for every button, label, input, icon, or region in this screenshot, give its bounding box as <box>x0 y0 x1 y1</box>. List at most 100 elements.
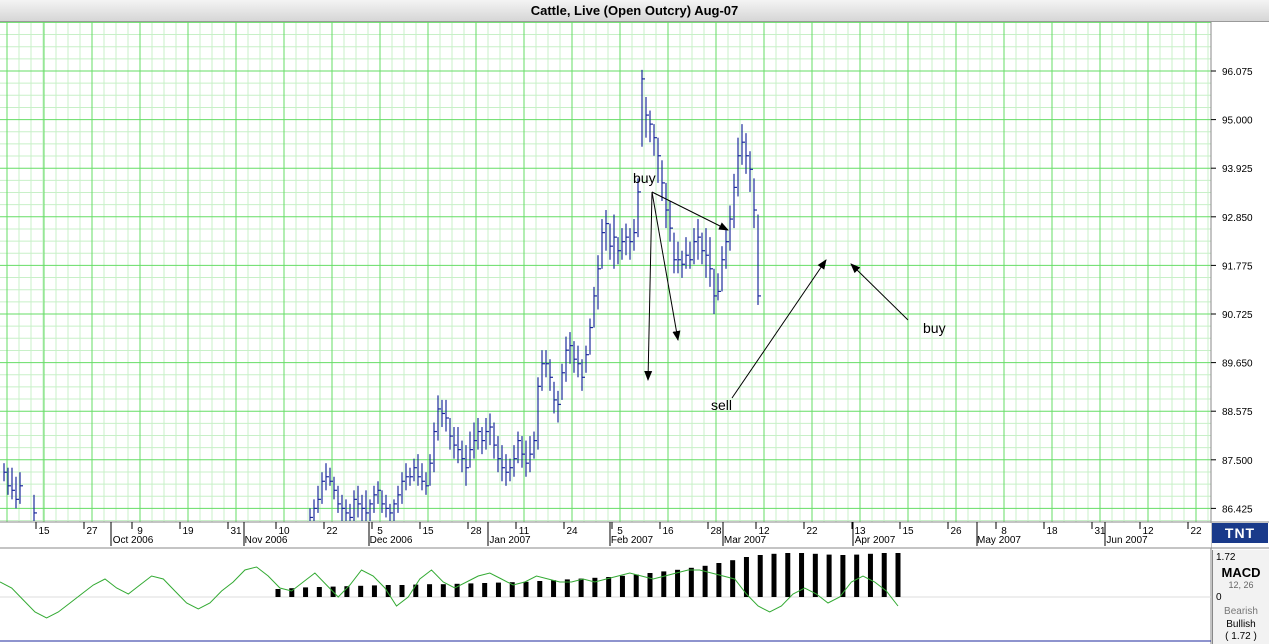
macd-histogram-bar <box>495 582 501 597</box>
x-month-label: May 2007 <box>977 535 1021 546</box>
macd-histogram-bar <box>799 553 805 597</box>
price-bar <box>353 490 357 521</box>
macd-histogram-bar <box>592 577 598 597</box>
macd-histogram-bar <box>454 583 460 597</box>
macd-histogram-bar <box>826 554 832 597</box>
price-bar <box>585 345 589 373</box>
x-day-label: 11 <box>519 526 530 537</box>
price-bar <box>513 445 517 477</box>
price-bar <box>345 499 349 521</box>
macd-top-value: 1.72 <box>1216 552 1236 563</box>
macd-name: MACD <box>1221 565 1261 580</box>
price-bar <box>641 69 645 147</box>
price-bar <box>577 345 581 378</box>
price-bar <box>369 499 373 521</box>
price-bar <box>317 485 321 513</box>
price-bar <box>633 219 637 251</box>
price-bar <box>309 508 313 521</box>
price-bar <box>697 219 701 260</box>
price-bar <box>413 458 417 482</box>
price-bar <box>473 422 477 459</box>
price-bar <box>361 494 365 521</box>
x-day-label: 31 <box>1094 526 1106 537</box>
macd-histogram-bar <box>716 563 722 597</box>
price-bar <box>461 440 465 473</box>
price-bar <box>509 458 513 482</box>
price-bar <box>677 241 681 274</box>
x-day-label: 28 <box>470 526 482 537</box>
price-bar <box>625 223 629 256</box>
price-bar <box>753 178 757 229</box>
price-bar <box>377 481 381 504</box>
price-bar <box>665 182 669 229</box>
macd-histogram-bar <box>537 581 543 597</box>
price-bar <box>401 472 405 504</box>
price-bar <box>341 494 345 521</box>
price-bar <box>525 440 529 477</box>
price-bar <box>653 124 657 156</box>
macd-histogram-bar <box>785 553 791 597</box>
price-bar <box>325 463 329 491</box>
macd-histogram-bar <box>606 577 612 597</box>
y-tick-label: 95.000 <box>1222 116 1253 127</box>
x-day-label: 22 <box>806 526 818 537</box>
macd-plot <box>0 553 1211 642</box>
macd-histogram-bar <box>289 588 295 597</box>
macd-histogram-bar <box>812 553 818 597</box>
price-bar <box>741 124 745 165</box>
macd-histogram-bar <box>303 587 309 597</box>
x-day-label: 26 <box>950 526 962 537</box>
macd-histogram-bar <box>344 586 350 597</box>
macd-legend: 1.72 MACD 12, 26 0 Bearish Bullish ( 1.7… <box>1212 550 1269 644</box>
x-month-label: Jun 2007 <box>1106 535 1148 546</box>
price-bar <box>489 413 493 446</box>
price-bar <box>33 494 37 521</box>
price-bar <box>349 503 353 521</box>
macd-histogram-bar <box>564 579 570 597</box>
price-bar <box>493 422 497 459</box>
price-bar <box>569 332 573 364</box>
price-bar <box>537 377 541 450</box>
price-bar <box>381 490 385 513</box>
macd-histogram-bar <box>427 584 433 597</box>
x-day-label: 28 <box>710 526 722 537</box>
x-day-label: 15 <box>38 526 50 537</box>
macd-histogram-bar <box>399 585 405 597</box>
price-bar <box>749 151 753 192</box>
price-bar <box>621 228 625 260</box>
price-bar <box>581 359 585 391</box>
annotation-buy-1: buy <box>633 170 656 186</box>
price-bar <box>501 445 505 482</box>
price-bar <box>573 341 577 373</box>
price-bar <box>521 436 525 468</box>
macd-histogram-bar <box>675 569 681 597</box>
price-bar <box>481 427 485 455</box>
price-bar <box>673 232 677 274</box>
x-day-label: 27 <box>86 526 98 537</box>
price-bar <box>685 237 689 269</box>
price-bar <box>613 214 617 269</box>
price-bar <box>561 363 565 400</box>
price-bar <box>593 286 597 328</box>
price-bar <box>705 228 709 278</box>
price-bar <box>729 205 733 251</box>
price-bar <box>681 250 685 278</box>
price-bar <box>477 417 481 450</box>
price-bar <box>437 395 441 441</box>
price-bar <box>19 472 23 504</box>
macd-histogram-bar <box>619 575 625 597</box>
y-tick-label: 96.075 <box>1222 67 1253 78</box>
x-axis-area <box>0 523 1211 548</box>
macd-histogram-bar <box>482 583 488 597</box>
price-bar <box>11 467 15 500</box>
annotation-arrow <box>850 263 909 321</box>
macd-histogram-bar <box>771 553 777 597</box>
price-bar <box>421 463 425 491</box>
price-bar <box>365 490 369 521</box>
price-bar <box>409 467 413 486</box>
price-bar <box>425 472 429 495</box>
price-bar <box>689 241 693 269</box>
price-bar <box>385 494 389 518</box>
price-bar <box>701 232 705 265</box>
tnt-logo: TNT <box>1212 523 1268 543</box>
